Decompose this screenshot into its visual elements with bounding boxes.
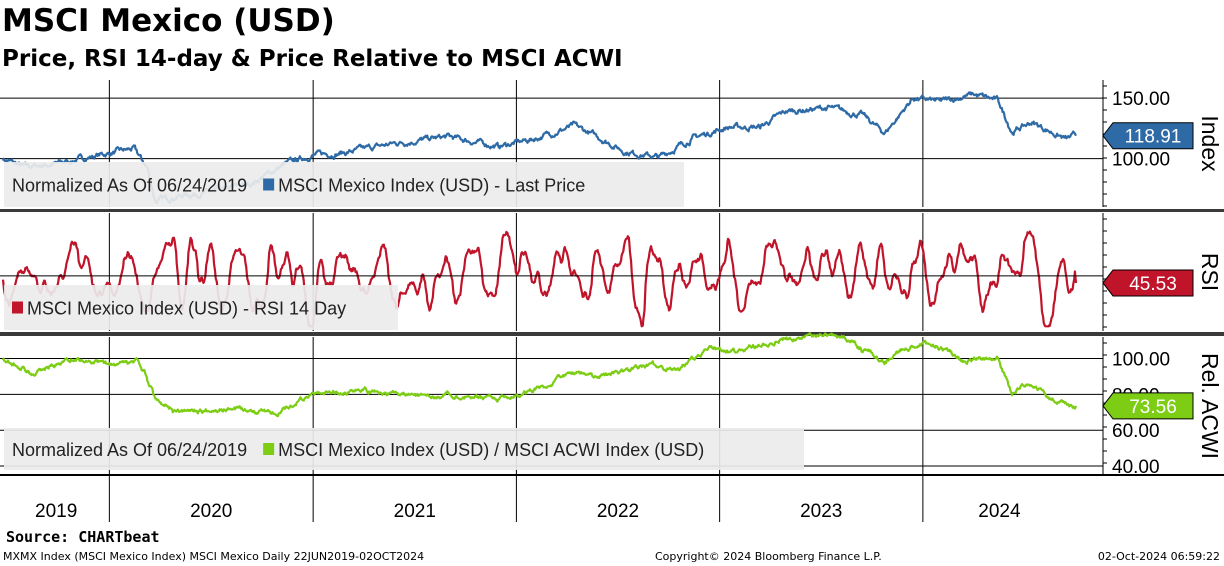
y-axis-title: RSI [1197,253,1223,291]
legend-box [4,162,684,207]
y-tick-label: 40.00 [1112,457,1160,478]
source-label: Source: CHARTbeat [6,528,160,546]
y-axis-title: Index [1197,115,1223,172]
y-tick-label: 60.00 [1112,421,1160,442]
y-tick-label: 100.00 [1112,350,1170,371]
x-tick-label: 2020 [190,501,232,522]
legend-swatch [263,443,275,455]
last-value-tag [1102,122,1194,150]
footer-ticker-info: MXMX Index (MSCI Mexico Index) MSCI Mexi… [3,550,425,563]
last-value-label: 118.91 [1125,127,1182,148]
legend-label: MSCI Mexico Index (USD) / MSCI ACWI Inde… [278,440,704,460]
panel-separator [0,209,1224,212]
y-tick-label: 150.00 [1112,89,1170,110]
legend-label: MSCI Mexico Index (USD) - Last Price [278,176,585,196]
last-value-tag [1102,269,1194,297]
series-line [1,332,1078,418]
legend-label: MSCI Mexico Index (USD) - RSI 14 Day [27,299,346,319]
last-value-label: 73.56 [1129,397,1177,418]
last-value-tag [1102,392,1194,420]
panel-separator [0,332,1224,336]
x-tick-label: 2024 [978,501,1021,522]
y-tick-label: 100.00 [1112,150,1170,171]
x-tick-label: 2022 [597,501,639,522]
legend-box [4,428,804,470]
legend-swatch [12,301,23,314]
x-tick-label: 2021 [394,501,436,522]
legend-swatch [263,178,275,191]
legend-label: Normalized As Of 06/24/2019 [12,176,247,196]
chart-title: MSCI Mexico (USD) [2,3,335,39]
x-tick-label: 2019 [35,501,77,522]
footer-copyright: Copyright© 2024 Bloomberg Finance L.P. [655,550,882,563]
legend-label: Normalized As Of 06/24/2019 [12,440,247,460]
chart-subtitle: Price, RSI 14-day & Price Relative to MS… [2,46,623,72]
footer-timestamp: 02-Oct-2024 06:59:22 [1097,550,1220,563]
x-tick-label: 2023 [800,501,842,522]
last-value-label: 45.53 [1129,274,1177,295]
legend-box [4,285,398,330]
y-axis-title: Rel. ACWI [1197,353,1223,459]
